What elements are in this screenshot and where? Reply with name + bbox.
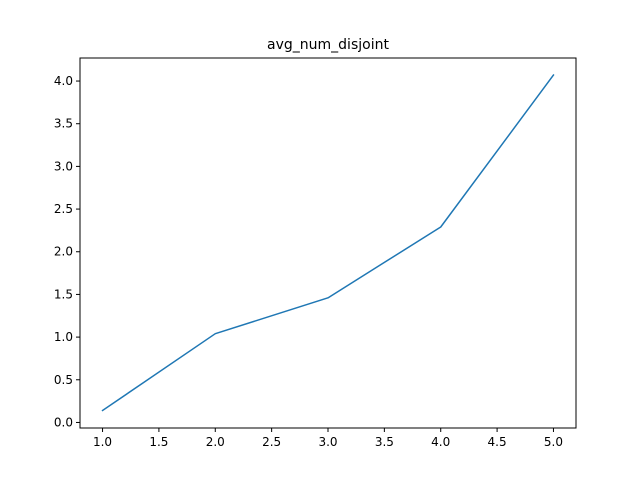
y-tick-label: 3.5 [54,117,73,131]
y-tick-label: 2.5 [54,202,73,216]
x-tick-label: 3.0 [318,435,337,449]
chart-title: avg_num_disjoint [267,37,389,53]
x-tick-label: 4.0 [431,435,450,449]
y-tick-label: 2.0 [54,245,73,259]
x-tick-label: 2.0 [206,435,225,449]
y-tick-label: 3.0 [54,159,73,173]
y-tick-label: 0.0 [54,415,73,429]
x-tick-label: 1.5 [149,435,168,449]
y-tick-label: 0.5 [54,373,73,387]
x-tick-label: 2.5 [262,435,281,449]
plot-area: 1.0 1.5 2.0 2.5 3.0 3.5 4.0 4.5 5.0 0.0 0.5 1.0 1.5 2… [54,57,577,449]
x-tick-label: 3.5 [375,435,394,449]
x-tick-label: 4.5 [488,435,507,449]
x-tick-label: 1.0 [93,435,112,449]
y-tick-label: 1.5 [54,287,73,301]
y-tick-label: 1.0 [54,330,73,344]
x-tick-label: 5.0 [544,435,563,449]
series-line [101,74,555,412]
y-tick-label: 4.0 [54,74,73,88]
